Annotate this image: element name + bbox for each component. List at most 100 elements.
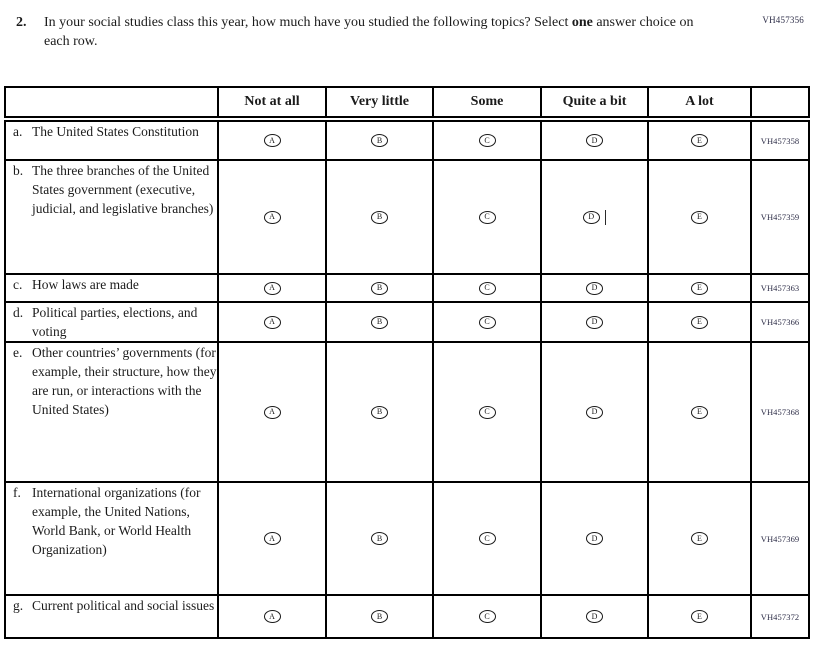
option-cell-c-A[interactable]: A	[217, 273, 327, 303]
bubble-b-B[interactable]: B	[371, 210, 388, 224]
topic-text-c: How laws are made	[32, 277, 139, 292]
topic-text-e: Other countries’ governments (for exampl…	[32, 345, 217, 417]
bubble-f-D[interactable]: D	[586, 532, 603, 546]
page-accession-code: VH457356	[762, 15, 804, 25]
topic-text-b: The three branches of the United States …	[32, 163, 214, 216]
bubble-d-B[interactable]: B	[371, 315, 388, 329]
bubble-b-E[interactable]: E	[691, 210, 708, 224]
option-cell-c-B[interactable]: B	[325, 273, 434, 303]
bubble-d-C[interactable]: C	[478, 315, 496, 329]
bubble-a-E[interactable]: E	[691, 134, 708, 148]
bubble-c-C[interactable]: C	[478, 281, 496, 295]
option-cell-b-C[interactable]: C	[432, 159, 542, 275]
table-row-g: g. Current political and social issues A…	[4, 594, 810, 639]
option-cell-b-A[interactable]: A	[217, 159, 327, 275]
bubble-a-C[interactable]: C	[478, 134, 496, 148]
option-cell-d-A[interactable]: A	[217, 301, 327, 343]
option-cell-c-D[interactable]: D	[540, 273, 649, 303]
row-code-a: VH457358	[750, 118, 810, 161]
topic-cell-g: g. Current political and social issues	[4, 594, 219, 639]
option-cell-f-C[interactable]: C	[432, 481, 542, 596]
option-cell-c-E[interactable]: E	[647, 273, 752, 303]
row-code-b: VH457359	[750, 159, 810, 275]
option-cell-a-E[interactable]: E	[647, 118, 752, 161]
bubble-g-E[interactable]: E	[691, 610, 708, 624]
option-cell-g-E[interactable]: E	[647, 594, 752, 639]
row-letter-c: c.	[13, 277, 23, 292]
option-cell-e-C[interactable]: C	[432, 341, 542, 483]
header-code-blank	[750, 86, 810, 122]
topic-cell-e: e. Other countries’ governments (for exa…	[4, 341, 219, 483]
bubble-c-E[interactable]: E	[691, 281, 708, 295]
option-cell-d-D[interactable]: D	[540, 301, 649, 343]
row-code-g: VH457372	[750, 594, 810, 639]
bubble-e-A[interactable]: A	[263, 405, 281, 419]
option-cell-g-D[interactable]: D	[540, 594, 649, 639]
option-cell-f-D[interactable]: D	[540, 481, 649, 596]
row-letter-f: f.	[13, 485, 21, 500]
option-cell-b-B[interactable]: B	[325, 159, 434, 275]
option-cell-a-A[interactable]: A	[217, 118, 327, 161]
option-cell-f-A[interactable]: A	[217, 481, 327, 596]
table-row-e: e. Other countries’ governments (for exa…	[4, 341, 810, 483]
topic-cell-a: a. The United States Constitution	[4, 118, 219, 161]
bubble-d-A[interactable]: A	[263, 315, 281, 329]
option-cell-d-C[interactable]: C	[432, 301, 542, 343]
table-row-a: a. The United States Constitution A B C …	[4, 118, 810, 161]
option-cell-e-D[interactable]: D	[540, 341, 649, 483]
option-cell-f-E[interactable]: E	[647, 481, 752, 596]
table-row-f: f. International organizations (for exam…	[4, 481, 810, 596]
row-code-d: VH457366	[750, 301, 810, 343]
option-cell-a-C[interactable]: C	[432, 118, 542, 161]
option-cell-e-B[interactable]: B	[325, 341, 434, 483]
bubble-g-A[interactable]: A	[263, 610, 281, 624]
bubble-a-D[interactable]: D	[586, 134, 603, 148]
option-cell-g-B[interactable]: B	[325, 594, 434, 639]
option-cell-f-B[interactable]: B	[325, 481, 434, 596]
option-cell-g-A[interactable]: A	[217, 594, 327, 639]
bubble-e-D[interactable]: D	[586, 405, 603, 419]
bubble-c-D[interactable]: D	[586, 281, 603, 295]
bubble-b-C[interactable]: C	[478, 210, 496, 224]
table-row-d: d. Political parties, elections, and vot…	[4, 301, 810, 343]
bubble-e-C[interactable]: C	[478, 405, 496, 419]
option-cell-d-B[interactable]: B	[325, 301, 434, 343]
bubble-g-C[interactable]: C	[478, 610, 496, 624]
option-cell-b-D[interactable]: D	[540, 159, 649, 275]
bubble-d-E[interactable]: E	[691, 315, 708, 329]
bubble-b-A[interactable]: A	[263, 210, 281, 224]
row-code-e: VH457368	[750, 341, 810, 483]
bubble-g-B[interactable]: B	[371, 610, 388, 624]
bubble-c-B[interactable]: B	[371, 281, 388, 295]
header-not-at-all: Not at all	[217, 86, 327, 122]
topic-cell-b: b. The three branches of the United Stat…	[4, 159, 219, 275]
bubble-g-D[interactable]: D	[586, 610, 603, 624]
option-cell-b-E[interactable]: E	[647, 159, 752, 275]
topic-text-a: The United States Constitution	[32, 124, 199, 139]
bubble-f-B[interactable]: B	[371, 532, 388, 546]
option-cell-e-A[interactable]: A	[217, 341, 327, 483]
row-letter-d: d.	[13, 305, 24, 320]
question-text: In your social studies class this year, …	[44, 13, 716, 51]
question-stem: 2. In your social studies class this yea…	[16, 13, 716, 51]
option-cell-a-B[interactable]: B	[325, 118, 434, 161]
row-letter-b: b.	[13, 163, 24, 178]
bubble-f-A[interactable]: A	[263, 532, 281, 546]
option-cell-g-C[interactable]: C	[432, 594, 542, 639]
bubble-a-B[interactable]: B	[371, 134, 388, 148]
bubble-e-B[interactable]: B	[371, 405, 388, 419]
option-cell-c-C[interactable]: C	[432, 273, 542, 303]
topic-text-d: Political parties, elections, and voting	[32, 305, 198, 339]
bubble-e-E[interactable]: E	[691, 405, 708, 419]
bubble-d-D[interactable]: D	[586, 315, 603, 329]
bubble-a-A[interactable]: A	[263, 134, 281, 148]
bubble-f-C[interactable]: C	[478, 532, 496, 546]
bubble-f-E[interactable]: E	[691, 532, 708, 546]
option-cell-e-E[interactable]: E	[647, 341, 752, 483]
bubble-b-D[interactable]: D	[582, 210, 600, 224]
option-cell-d-E[interactable]: E	[647, 301, 752, 343]
topic-cell-c: c. How laws are made	[4, 273, 219, 303]
option-cell-a-D[interactable]: D	[540, 118, 649, 161]
bubble-c-A[interactable]: A	[263, 281, 281, 295]
topic-text-f: International organizations (for example…	[32, 485, 201, 557]
